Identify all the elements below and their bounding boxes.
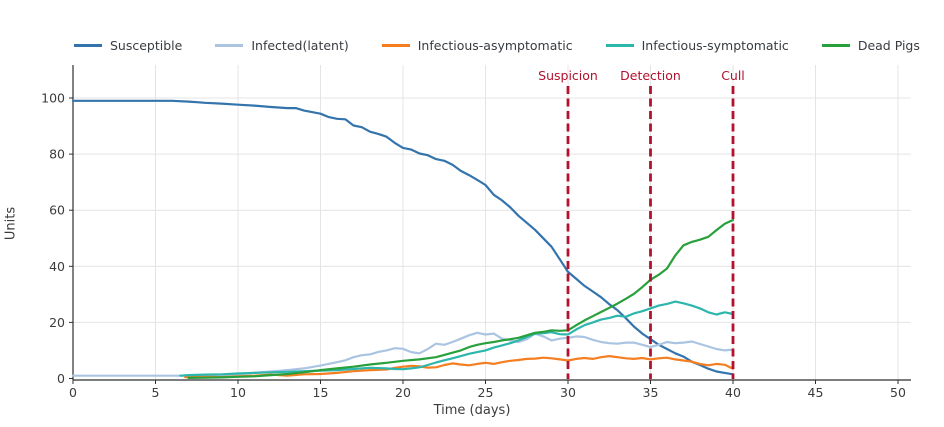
x-tick-label: 45 — [808, 385, 824, 400]
x-tick-label: 30 — [560, 385, 576, 400]
y-tick-label: 40 — [49, 259, 65, 274]
legend-swatch-susceptible — [74, 44, 102, 47]
legend-item-infectious-asymptomatic[interactable]: Infectious-asymptomatic — [381, 38, 573, 53]
x-axis-title: Time (days) — [433, 403, 511, 418]
x-tick-label: 35 — [643, 385, 659, 400]
legend-swatch-dead-pigs — [821, 44, 850, 47]
legend-label: Susceptible — [110, 38, 183, 53]
annotation-label-cull: Cull — [721, 68, 745, 83]
y-axis-title: Units — [3, 206, 19, 241]
y-tick-label: 60 — [49, 203, 65, 218]
x-tick-label: 0 — [69, 385, 77, 400]
legend-item-susceptible[interactable]: Susceptible — [74, 38, 182, 53]
legend-label: Infectious-asymptomatic — [417, 38, 573, 53]
legend-item-dead-pigs[interactable]: Dead Pigs — [821, 38, 920, 53]
x-tick-label: 10 — [230, 385, 246, 400]
x-tick-label: 5 — [152, 385, 160, 400]
legend-label: Infected(latent) — [251, 38, 349, 53]
annotation-label-detection: Detection — [620, 68, 681, 83]
legend-label: Infectious-symptomatic — [641, 38, 789, 53]
legend-label: Dead Pigs — [857, 38, 920, 53]
y-tick-label: 20 — [49, 315, 65, 330]
series-line-dead-pigs — [187, 218, 735, 379]
x-tick-label: 15 — [313, 385, 329, 400]
series-line-infectious-asymptomatic — [184, 355, 735, 379]
legend-item-infected-latent[interactable]: Infected(latent) — [215, 38, 349, 53]
y-tick-label: 100 — [41, 91, 65, 106]
legend-swatch-infectious-symptomatic — [605, 44, 634, 47]
y-tick-label: 80 — [49, 147, 65, 162]
legend: Susceptible Infected(latent) Infectious-as… — [74, 38, 920, 53]
series-line-infected-latent — [71, 331, 735, 377]
x-tick-label: 50 — [890, 385, 906, 400]
x-tick-label: 25 — [478, 385, 494, 400]
y-tick-label: 0 — [57, 371, 65, 386]
annotation-label-suspicion: Suspicion — [538, 68, 598, 83]
legend-item-infectious-symptomatic[interactable]: Infectious-symptomatic — [605, 38, 789, 53]
series-line-susceptible — [71, 99, 735, 376]
x-tick-label: 40 — [725, 385, 741, 400]
legend-swatch-infected-latent — [215, 44, 244, 47]
legend-swatch-infectious-asymptomatic — [381, 44, 410, 47]
x-tick-label: 20 — [395, 385, 411, 400]
